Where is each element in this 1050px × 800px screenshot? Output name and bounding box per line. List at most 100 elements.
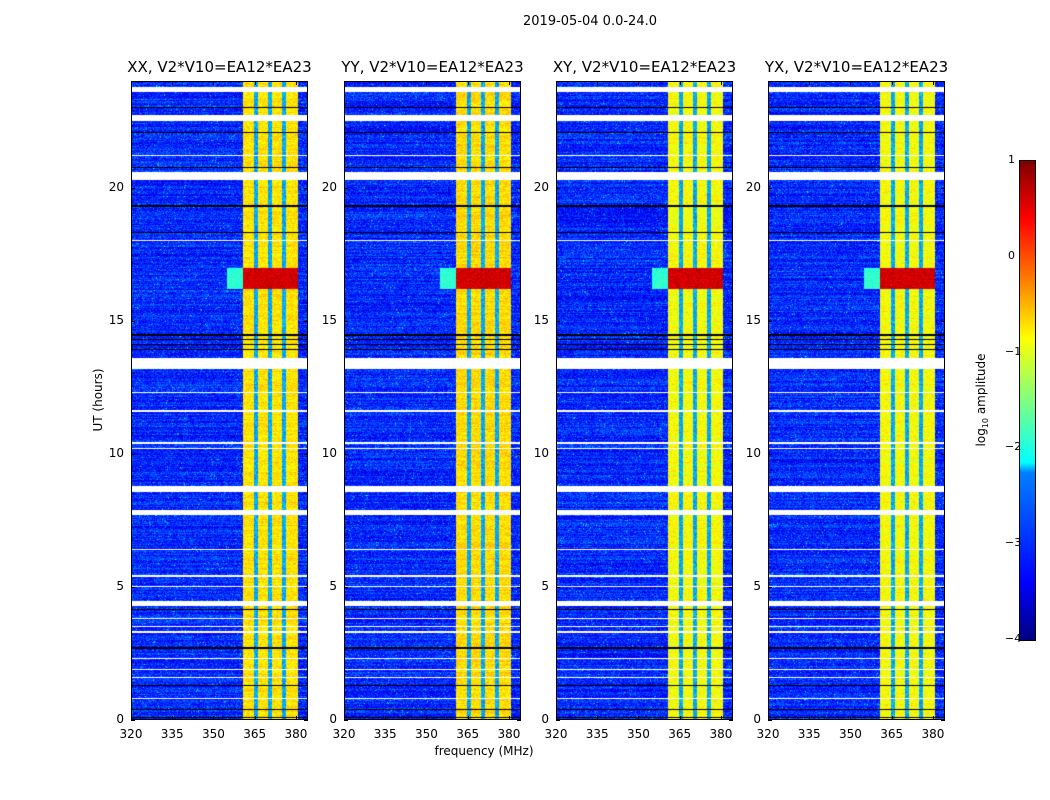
x-tick-mark — [556, 716, 557, 720]
x-tick-label: 335 — [797, 727, 821, 741]
x-tick-mark — [932, 81, 934, 85]
y-axis-label: UT (hours) — [91, 368, 105, 432]
colorbar-label: log10 amplitude — [973, 353, 991, 447]
x-tick-label: 380 — [709, 727, 733, 741]
x-tick-label: 320 — [756, 727, 780, 741]
x-tick-mark — [467, 81, 469, 85]
spectrogram-image — [768, 81, 945, 720]
x-tick-label: 350 — [627, 727, 650, 741]
spectrogram-image — [344, 81, 521, 720]
y-tick-mark — [556, 453, 560, 455]
y-tick-label: 0 — [116, 712, 124, 726]
y-tick-mark — [517, 187, 521, 189]
y-tick-mark — [131, 453, 135, 455]
x-tick-mark — [809, 81, 811, 85]
colorbar-tick-label: 1 — [1008, 153, 1015, 166]
y-tick-mark — [556, 320, 560, 322]
spectrogram-panel-2: YY, V2*V10=EA12*EA23 320 335 350 365 380 0 5 10 1… — [322, 58, 524, 741]
y-tick-mark — [768, 320, 772, 322]
x-tick-mark — [891, 716, 893, 720]
y-tick-mark — [344, 586, 348, 588]
y-tick-label: 5 — [329, 578, 337, 593]
y-tick-mark — [517, 320, 521, 322]
y-tick-mark — [768, 187, 772, 189]
spectrogram-image — [556, 81, 733, 720]
y-tick-mark — [344, 720, 348, 721]
x-tick-mark — [344, 716, 345, 720]
x-tick-mark — [344, 81, 345, 85]
x-tick-mark — [850, 81, 852, 85]
x-tick-mark — [213, 81, 215, 85]
panel-title: XX, V2*V10=EA12*EA23 — [127, 58, 312, 76]
y-tick-mark — [556, 187, 560, 189]
y-tick-mark — [304, 720, 308, 721]
x-tick-mark — [720, 716, 722, 720]
y-tick-mark — [941, 453, 945, 455]
y-tick-label: 10 — [108, 445, 124, 460]
figure-title: 2019-05-04 0.0-24.0 — [523, 14, 657, 29]
colorbar-tick-label: −1 — [1005, 344, 1022, 358]
colorbar — [1019, 160, 1036, 641]
spectrogram-image — [131, 81, 308, 720]
y-tick-label: 20 — [745, 179, 761, 194]
panel-title: YX, V2*V10=EA12*EA23 — [764, 58, 949, 76]
y-tick-label: 20 — [108, 179, 124, 194]
x-tick-mark — [426, 716, 428, 720]
x-tick-mark — [508, 81, 510, 85]
x-tick-mark — [426, 81, 428, 85]
x-tick-mark — [768, 716, 769, 720]
y-tick-mark — [344, 320, 348, 322]
x-tick-label: 335 — [160, 727, 184, 741]
spectrogram-panel-1: XX, V2*V10=EA12*EA23 320 335 350 365 380 0 5 10 1… — [109, 58, 312, 741]
colorbar-tick-label: −4 — [1005, 632, 1022, 645]
y-tick-label: 0 — [753, 712, 761, 726]
y-tick-mark — [556, 586, 560, 588]
y-tick-mark — [729, 320, 733, 322]
y-tick-label: 5 — [753, 578, 761, 593]
x-tick-mark — [891, 81, 893, 85]
y-tick-label: 5 — [541, 578, 549, 593]
x-tick-mark — [385, 81, 387, 85]
x-tick-mark — [467, 716, 469, 720]
x-tick-mark — [597, 81, 599, 85]
y-tick-mark — [131, 320, 135, 322]
x-tick-label: 335 — [585, 727, 609, 741]
x-tick-label: 350 — [202, 727, 225, 741]
x-tick-mark — [556, 81, 557, 85]
x-tick-mark — [254, 716, 256, 720]
x-tick-mark — [254, 81, 256, 85]
y-tick-label: 20 — [533, 179, 549, 194]
x-tick-label: 380 — [284, 727, 308, 741]
y-tick-mark — [941, 320, 945, 322]
y-tick-mark — [131, 586, 135, 588]
colorbar-tick-label: −3 — [1005, 536, 1022, 550]
x-tick-mark — [679, 716, 681, 720]
y-tick-mark — [556, 720, 560, 721]
panel-title: YY, V2*V10=EA12*EA23 — [341, 58, 524, 76]
x-tick-mark — [932, 716, 934, 720]
x-tick-label: 380 — [497, 727, 521, 741]
x-tick-label: 320 — [119, 727, 143, 741]
y-tick-mark — [131, 187, 135, 189]
y-tick-mark — [768, 720, 772, 721]
y-tick-label: 20 — [321, 179, 337, 194]
x-tick-mark — [172, 716, 174, 720]
y-tick-label: 5 — [116, 578, 124, 593]
y-tick-mark — [768, 453, 772, 455]
x-tick-label: 365 — [243, 727, 267, 741]
x-tick-mark — [638, 716, 640, 720]
x-tick-mark — [295, 716, 297, 720]
spectrogram-panel-4: YX, V2*V10=EA12*EA23 320 335 350 365 380 0 5 10 1… — [746, 58, 948, 741]
y-tick-mark — [304, 586, 308, 588]
spectrogram-panel-3: XY, V2*V10=EA12*EA23 320 335 350 365 380 0 5 10 1… — [534, 58, 736, 741]
y-tick-mark — [941, 720, 945, 721]
y-tick-mark — [941, 586, 945, 588]
colorbar-tick-label: −2 — [1005, 440, 1022, 454]
y-tick-mark — [304, 320, 308, 322]
y-tick-mark — [344, 453, 348, 455]
x-tick-label: 350 — [415, 727, 438, 741]
y-tick-mark — [344, 187, 348, 189]
x-tick-mark — [679, 81, 681, 85]
x-tick-mark — [295, 81, 297, 85]
